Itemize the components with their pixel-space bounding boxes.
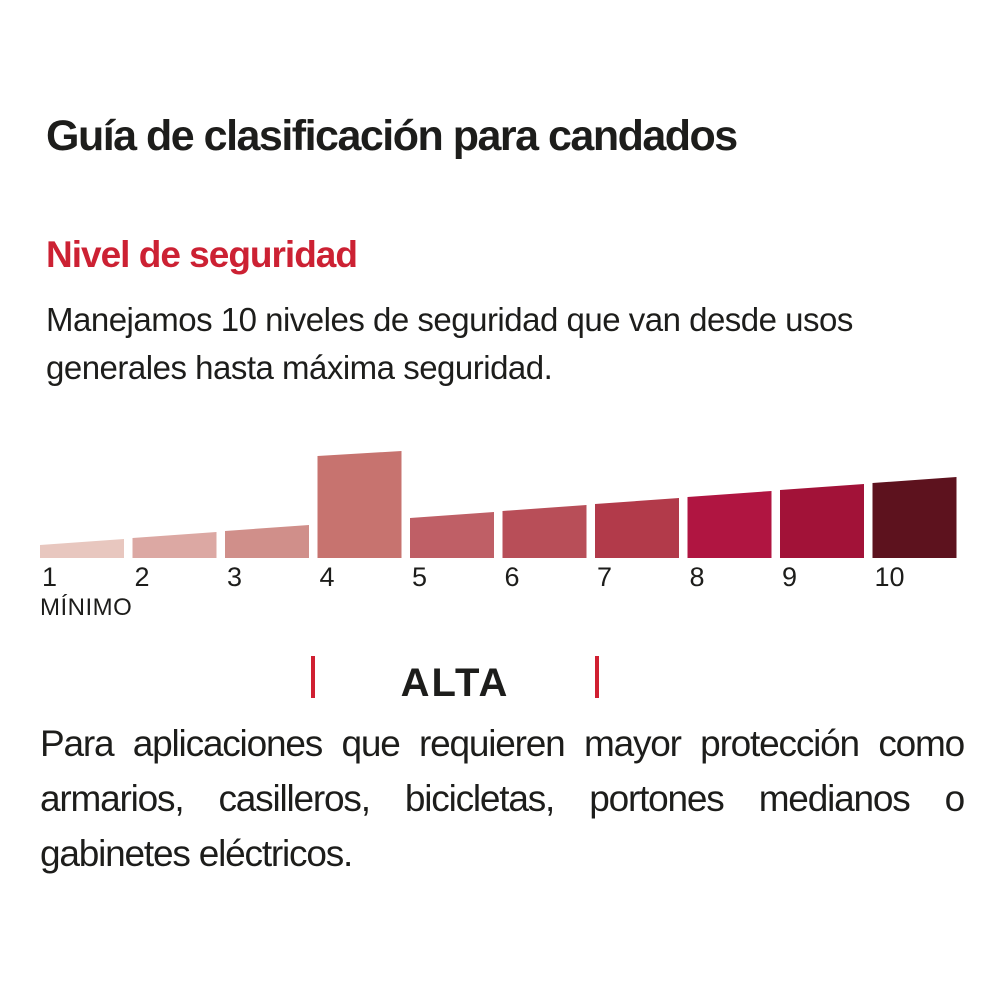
bar-tick-label-2: 2 <box>135 562 150 592</box>
bar-tick-label-10: 10 <box>875 562 905 592</box>
bar-tick-label-5: 5 <box>412 562 427 592</box>
chart-bar-level-10 <box>872 477 957 558</box>
bar-tick-label-1: 1 <box>42 562 57 592</box>
chart-bar-level-6 <box>502 505 587 558</box>
chart-bar-level-4-highlighted <box>317 451 402 558</box>
page-title: Guía de clasificación para candados <box>46 112 738 160</box>
bar-tick-label-6: 6 <box>505 562 520 592</box>
range-label-alta: ALTA <box>400 661 510 705</box>
minimum-label: MÍNIMO <box>40 594 132 620</box>
description-text: Para aplicaciones que requieren mayor pr… <box>40 723 965 874</box>
chart-bar-level-3 <box>225 525 309 558</box>
intro-text: Manejamos 10 niveles de seguridad que va… <box>46 301 853 386</box>
chart-bar-level-1 <box>40 539 124 558</box>
security-level-chart: 1 2 3 4 5 6 7 8 9 10 MÍNIMO <box>0 430 1000 620</box>
section-heading-security-level: Nivel de seguridad <box>46 234 358 275</box>
range-tick-right <box>595 656 599 698</box>
bar-tick-label-8: 8 <box>690 562 705 592</box>
range-tick-left <box>311 656 315 698</box>
bar-tick-label-3: 3 <box>227 562 242 592</box>
bar-tick-label-7: 7 <box>597 562 612 592</box>
chart-bar-level-5 <box>410 512 494 558</box>
chart-bar-level-8 <box>687 491 772 558</box>
chart-bar-level-2 <box>132 532 217 558</box>
chart-bar-level-7 <box>595 498 679 558</box>
bar-tick-label-9: 9 <box>782 562 797 592</box>
security-level-chart-canvas: 1 2 3 4 5 6 7 8 9 10 MÍNIMO <box>40 451 957 620</box>
chart-bar-level-9 <box>780 484 864 558</box>
bar-tick-label-4: 4 <box>320 562 335 592</box>
